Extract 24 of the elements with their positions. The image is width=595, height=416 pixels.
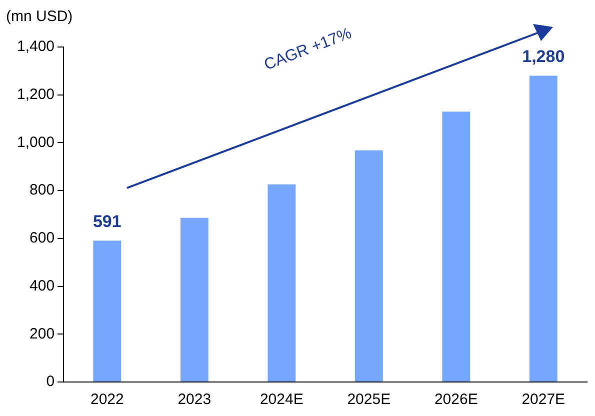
x-tick-label: 2024E [260, 391, 304, 408]
x-tick-label: 2027E [522, 391, 566, 408]
data-label: 591 [92, 212, 122, 231]
y-tick-label: 1,400 [16, 38, 55, 56]
x-tick-label: 2026E [434, 391, 478, 408]
data-label: 1,280 [522, 46, 565, 66]
y-tick-label: 0 [46, 373, 55, 390]
x-tick-label: 2022 [90, 391, 124, 408]
y-tick-label: 200 [30, 325, 55, 342]
y-tick-label: 1,200 [16, 86, 55, 103]
bar [529, 76, 558, 382]
x-tick-label: 2025E [347, 391, 391, 408]
x-tick-label: 2023 [178, 391, 212, 408]
annotation: CAGR +17% [262, 25, 354, 75]
bar [354, 150, 383, 382]
bar [442, 112, 470, 382]
bar [268, 184, 296, 382]
y-tick-label: 600 [30, 230, 55, 247]
y-tick-label: 800 [30, 182, 55, 199]
y-tick-label: 400 [30, 277, 55, 294]
bar [180, 218, 208, 382]
y-axis-title: (mn USD) [6, 8, 73, 25]
y-tick-label: 1,000 [16, 134, 55, 151]
bar [93, 240, 122, 382]
